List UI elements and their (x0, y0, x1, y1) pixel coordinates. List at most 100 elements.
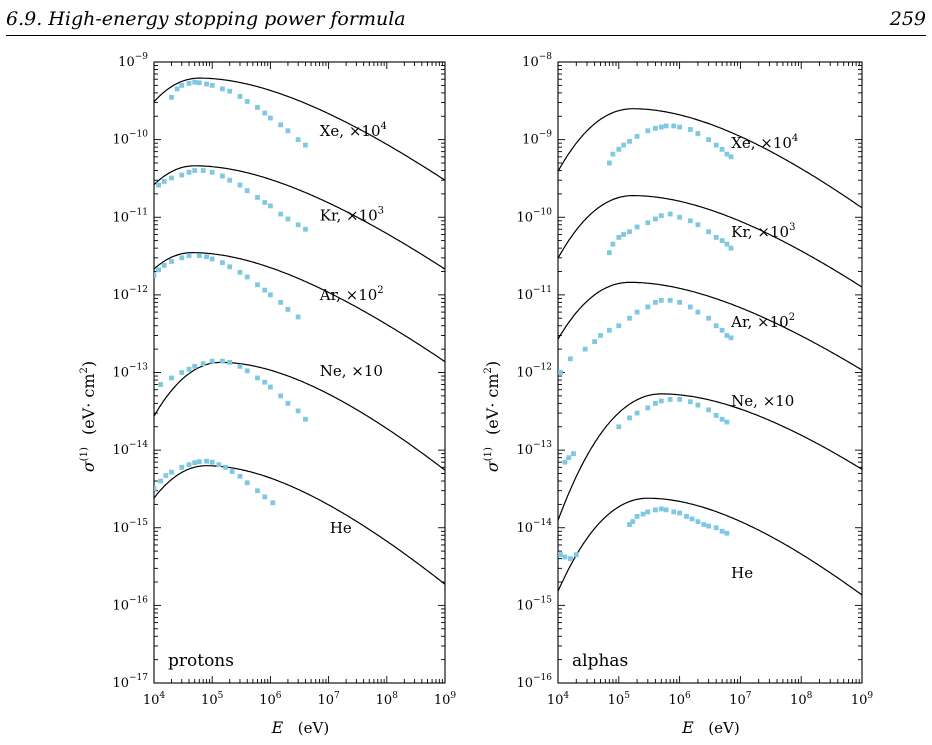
alphas-data-point (719, 416, 725, 422)
protons-data-point (192, 168, 198, 173)
alphas-data-point (713, 142, 719, 148)
alphas-data-point (677, 124, 682, 130)
protons-data-point (186, 462, 192, 468)
alphas-data-point (653, 400, 658, 406)
protons-series-label: He (330, 519, 352, 537)
alphas-data-point (568, 556, 573, 562)
protons-theory-curve (154, 252, 445, 363)
alphas-theory-curve (558, 281, 862, 371)
protons-data-point (262, 200, 268, 205)
protons-data-point (295, 137, 301, 143)
alphas-data-point (566, 455, 572, 461)
protons-data-point (204, 458, 209, 464)
alphas-data-point (627, 522, 632, 527)
alphas-data-point (653, 299, 658, 305)
alphas-data-point (677, 214, 682, 220)
protons-data-point (169, 94, 174, 100)
alphas-data-point (658, 297, 664, 303)
protons-data-point (156, 182, 162, 188)
alphas-y-tick-label: 10−16 (516, 673, 552, 691)
alphas-data-point (562, 554, 568, 560)
alphas-series-label: He (731, 564, 753, 582)
protons-theory-curve (154, 165, 445, 270)
protons-data-point (244, 188, 250, 194)
protons-data-point (285, 400, 291, 406)
protons-data-point (158, 382, 164, 387)
alphas-theory-curve (558, 497, 862, 596)
protons-data-point (285, 216, 291, 222)
alphas-data-point (719, 146, 725, 152)
alphas-x-tick-label: 106 (668, 691, 691, 708)
protons-data-point (196, 459, 202, 465)
protons-data-point (179, 370, 185, 375)
protons-data-point (237, 473, 243, 479)
alphas-data-point (677, 299, 682, 305)
alphas-data-point (653, 507, 658, 513)
protons-data-point (169, 469, 174, 475)
alphas-y-axis-label: σ(1)(eV· cm2) (483, 361, 502, 472)
protons-data-point (156, 267, 162, 273)
alphas-data-point (724, 241, 730, 247)
protons-data-point (285, 306, 291, 312)
protons-data-point (200, 168, 206, 173)
alphas-data-point (706, 137, 712, 143)
protons-data-point (244, 480, 250, 486)
page-header: 6.9. High-energy stopping power formula … (6, 0, 926, 36)
alphas-data-point (695, 309, 701, 315)
alphas-data-point (701, 522, 707, 527)
alphas-data-point (658, 213, 664, 219)
protons-data-point (278, 393, 284, 399)
protons-data-point (186, 253, 192, 259)
alphas-data-point (724, 151, 730, 157)
alphas-data-point (558, 370, 563, 375)
protons-data-point (229, 469, 235, 474)
alphas-y-tick-label: 10−11 (516, 285, 552, 303)
protons-data-point (209, 82, 215, 88)
alphas-data-point (663, 123, 669, 129)
alphas-data-point (645, 220, 651, 226)
alphas-data-point (671, 123, 677, 129)
alphas-data-point (706, 523, 712, 529)
alphas-data-point (658, 124, 664, 130)
protons-data-point (179, 82, 185, 88)
alphas-series-label: Ne, ×10 (731, 392, 794, 410)
protons-data-point (270, 500, 276, 506)
alphas-data-point (724, 419, 730, 425)
protons-data-point (303, 226, 308, 232)
alphas-data-point (616, 424, 622, 430)
alphas-data-point (616, 146, 622, 152)
alphas-data-point (630, 519, 636, 525)
alphas-data-point (687, 218, 693, 224)
alphas-data-point (582, 346, 588, 352)
protons-data-point (244, 99, 250, 104)
alphas-data-point (606, 327, 612, 333)
alphas-data-point (687, 304, 693, 310)
protons-data-point (220, 358, 225, 364)
protons-data-point (262, 110, 268, 116)
alphas-data-point (634, 410, 640, 416)
protons-data-point (186, 169, 192, 175)
alphas-data-point (571, 451, 576, 457)
protons-series-label: Kr, ×103 (320, 206, 384, 225)
protons-data-point (204, 254, 209, 260)
alphas-data-point (706, 315, 712, 321)
alphas-data-point (645, 304, 651, 310)
alphas-data-point (687, 399, 693, 405)
protons-data-point (255, 375, 260, 381)
alphas-data-point (713, 235, 719, 240)
protons-data-point (179, 255, 185, 261)
alphas-data-point (634, 134, 640, 139)
alphas-x-axis-label: E (681, 718, 694, 737)
protons-data-point (186, 366, 192, 372)
protons-data-point (303, 142, 308, 148)
alphas-data-point (724, 333, 730, 338)
alphas-data-point (610, 241, 616, 247)
protons-data-point (161, 178, 167, 184)
alphas-data-point (713, 323, 719, 329)
protons-data-point (169, 175, 174, 181)
alphas-data-point (719, 528, 725, 534)
header-rule (6, 35, 926, 36)
protons-data-point (179, 464, 185, 470)
protons-series-label: Ne, ×10 (320, 362, 383, 380)
